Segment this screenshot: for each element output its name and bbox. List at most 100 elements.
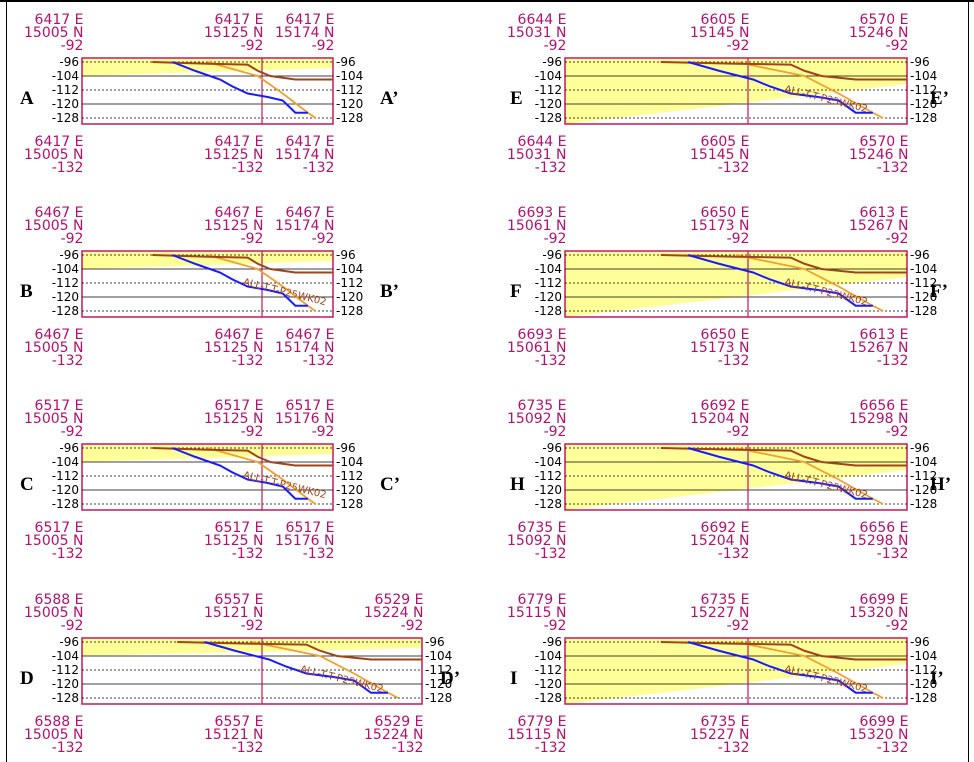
bottom-coord-1-line: 15145 N xyxy=(690,147,750,163)
top-coord-0-line: 15005 N xyxy=(24,411,84,427)
bottom-coord-2: 6570 E 15246 N -132 xyxy=(849,134,909,175)
section-end-label: H’ xyxy=(930,474,952,495)
elevation-tick-right: -112 xyxy=(336,276,363,290)
top-coord-0-line: 15115 N xyxy=(507,605,567,621)
bottom-coord-2-line: 15174 N xyxy=(275,340,335,356)
top-coord-2-line: -92 xyxy=(885,424,909,440)
elevation-tick-right: -104 xyxy=(910,262,937,276)
top-coord-0-line: 15092 N xyxy=(507,411,567,427)
top-coord-0: 6779 E 15115 N -92 xyxy=(507,593,567,633)
bottom-coord-0-line: 15031 N xyxy=(507,147,567,163)
bottom-coord-1-line: 15125 N xyxy=(204,340,264,356)
section-start-label: C xyxy=(20,474,34,495)
bottom-coord-1-line: -132 xyxy=(717,740,750,756)
orange-profile-line xyxy=(735,641,884,699)
bottom-coord-1-line: -132 xyxy=(717,353,750,369)
elevation-tick-right: -104 xyxy=(910,649,937,663)
elevation-tick-right: -120 xyxy=(910,677,937,691)
elevation-tick-left: -104 xyxy=(52,262,79,276)
top-coord-2-line: 6529 E xyxy=(374,592,424,608)
top-coord-0-line: 6693 E xyxy=(517,205,567,221)
top-coord-0-line: -92 xyxy=(543,424,567,440)
bottom-coord-1: 6735 E 15227 N -132 xyxy=(690,715,750,756)
section-start-label: H xyxy=(510,474,525,495)
section-end-label: C’ xyxy=(380,474,401,495)
bottom-coord-1-line: 15227 N xyxy=(690,727,750,743)
bottom-coord-0-line: -132 xyxy=(534,740,567,756)
top-coord-2-line: 15246 N xyxy=(849,25,909,41)
elevation-tick-left: -104 xyxy=(535,262,562,276)
orange-profile-line xyxy=(735,61,884,119)
top-coord-2-line: 6570 E xyxy=(859,12,909,28)
bottom-coord-1-line: -132 xyxy=(231,353,264,369)
elevation-tick-right: -104 xyxy=(910,455,937,469)
top-coord-1-line: -92 xyxy=(240,424,264,440)
section-frame xyxy=(564,57,908,125)
section-start-label: I xyxy=(510,668,518,689)
fill-zone xyxy=(82,252,333,269)
top-coord-0-line: 6644 E xyxy=(517,12,567,28)
elevation-tick-left: -128 xyxy=(535,304,562,318)
bottom-coord-2-line: 6570 E xyxy=(859,134,909,150)
section-frame xyxy=(81,637,423,705)
elevation-tick-right: -120 xyxy=(910,290,937,304)
elevation-tick-left: -104 xyxy=(52,455,79,469)
bottom-coord-0-line: 15005 N xyxy=(24,727,84,743)
section-end-label: F’ xyxy=(930,281,948,302)
elevation-tick-right: -128 xyxy=(336,304,363,318)
bottom-coord-0-line: 6644 E xyxy=(517,134,567,150)
top-coord-0-line: -92 xyxy=(60,424,84,440)
top-coord-2-line: 15267 N xyxy=(849,218,909,234)
elevation-tick-left: -128 xyxy=(52,111,79,125)
top-coord-2-line: 15224 N xyxy=(364,605,424,621)
bottom-coord-1-line: 6557 E xyxy=(214,714,264,730)
elevation-tick-right: -128 xyxy=(910,111,937,125)
elevation-tick-left: -96 xyxy=(59,441,79,455)
bottom-coord-0-line: 15061 N xyxy=(507,340,567,356)
bottom-coord-0-line: 6417 E xyxy=(34,134,84,150)
top-coord-1-line: 6650 E xyxy=(700,205,750,221)
blue-profile-line xyxy=(687,447,873,500)
top-coord-0-line: 15031 N xyxy=(507,25,567,41)
elevation-tick-right: -96 xyxy=(910,55,930,69)
blue-profile-line xyxy=(687,641,873,694)
top-coord-1-line: 15173 N xyxy=(690,218,750,234)
brown-profile-line xyxy=(660,447,907,467)
top-coord-2-line: 6467 E xyxy=(285,205,335,221)
top-coord-2-line: 6699 E xyxy=(859,592,909,608)
top-coord-0-line: 6588 E xyxy=(34,592,84,608)
bottom-coord-0-line: -132 xyxy=(51,160,84,176)
bottom-coord-2-line: 15174 N xyxy=(275,147,335,163)
top-coord-2-line: -92 xyxy=(311,38,335,54)
top-coord-2-line: 15174 N xyxy=(275,218,335,234)
bottom-coord-1-line: 6650 E xyxy=(700,327,750,343)
section-frame xyxy=(564,637,908,705)
elevation-tick-right: -128 xyxy=(425,691,452,705)
top-coord-2-line: 6517 E xyxy=(285,398,335,414)
top-coord-2-line: -92 xyxy=(311,231,335,247)
fill-zone xyxy=(82,445,333,462)
top-coord-1-line: -92 xyxy=(240,231,264,247)
bottom-coord-2: 6613 E 15267 N -132 xyxy=(849,328,908,368)
elevation-tick-left: -120 xyxy=(52,677,79,691)
brown-profile-line xyxy=(660,254,907,274)
elevation-tick-right: -96 xyxy=(336,441,356,455)
top-coord-2-line: -92 xyxy=(311,424,335,440)
fill-zone xyxy=(565,639,907,704)
elevation-tick-left: -96 xyxy=(59,55,79,69)
top-coord-1-line: 6692 E xyxy=(700,398,750,414)
elevation-tick-right: -128 xyxy=(336,497,363,511)
section-frame xyxy=(564,250,908,318)
top-coord-0: 6517 E 15005 N -92 xyxy=(24,399,84,440)
bottom-coord-2-line: 15176 N xyxy=(275,533,335,549)
elevation-tick-right: -96 xyxy=(336,248,356,262)
elevation-tick-left: -128 xyxy=(535,691,562,705)
elevation-tick-right: -96 xyxy=(910,248,930,262)
bottom-coord-1: 6692 E 15204 N -132 xyxy=(690,521,749,561)
elevation-tick-left: -112 xyxy=(535,276,562,290)
elevation-tick-left: -112 xyxy=(52,663,79,677)
bottom-coord-2-line: 15298 N xyxy=(849,533,909,549)
blue-profile-line xyxy=(171,447,308,500)
